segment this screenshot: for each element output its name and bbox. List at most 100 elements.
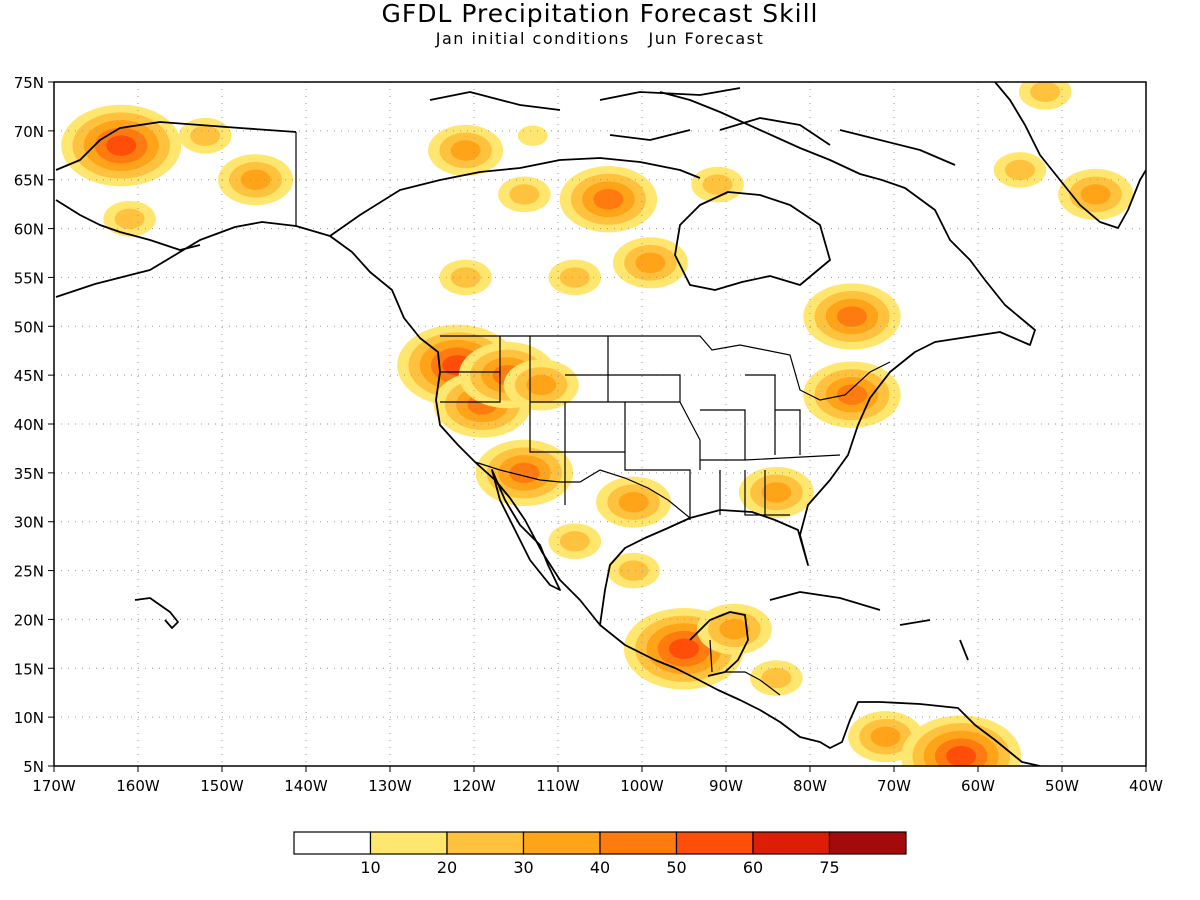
skill-contour	[517, 125, 548, 146]
colorbar-label: 40	[590, 858, 610, 877]
lat-tick-label: 35N	[14, 465, 44, 483]
skill-region	[439, 259, 492, 296]
lat-tick-label: 65N	[14, 172, 44, 190]
skill-region	[993, 152, 1047, 188]
us-state-lines	[440, 336, 841, 520]
skill-contour	[559, 267, 590, 288]
lat-tick-label: 40N	[14, 416, 44, 434]
lon-tick-label: 140W	[284, 777, 328, 795]
skill-contour	[618, 560, 649, 581]
lon-tick-label: 170W	[32, 777, 76, 795]
alaska-coastline	[55, 121, 297, 251]
lat-tick-label: 70N	[14, 123, 44, 141]
colorbar-swatch	[293, 831, 372, 855]
skill-contour	[1005, 159, 1035, 181]
skill-region	[803, 361, 901, 428]
skill-contour	[559, 531, 590, 552]
colorbar-label: 75	[819, 858, 839, 877]
lat-tick-label: 45N	[14, 367, 44, 385]
colorbar-swatch	[828, 831, 907, 855]
lat-tick-label: 55N	[14, 269, 44, 287]
skill-region	[803, 283, 901, 350]
colorbar-label: 60	[743, 858, 763, 877]
colorbar-swatch	[675, 831, 754, 855]
skill-contour	[1030, 82, 1061, 102]
skill-contour	[837, 384, 867, 405]
skill-region	[696, 603, 772, 655]
coastlines	[55, 82, 1146, 766]
gulf-of-mexico-coastline	[599, 91, 1036, 626]
lon-tick-label: 150W	[200, 777, 244, 795]
colorbar-label: 10	[360, 858, 380, 877]
lon-tick-label: 160W	[116, 777, 160, 795]
skill-contour	[450, 267, 481, 288]
lon-tick-label: 120W	[452, 777, 496, 795]
skill-region	[691, 166, 744, 203]
skill-contour	[114, 208, 145, 229]
lat-tick-label: 15N	[14, 660, 44, 678]
skill-region	[61, 104, 182, 187]
colorbar-swatch	[522, 831, 601, 855]
lat-tick-label: 30N	[14, 514, 44, 532]
colorbar-swatch	[599, 831, 678, 855]
skill-region	[218, 154, 294, 206]
colorbar-swatch	[446, 831, 525, 855]
lon-tick-label: 90W	[709, 777, 743, 795]
skill-contour	[837, 306, 867, 327]
colorbar-label: 20	[437, 858, 457, 877]
skill-contour	[669, 638, 699, 659]
colorbar: 10 20 30 40 50 60 75	[293, 831, 907, 877]
lat-tick-label: 20N	[14, 611, 44, 629]
lat-tick-label: 75N	[14, 74, 44, 92]
greenland-coastline	[994, 82, 1146, 229]
skill-contour	[240, 169, 271, 190]
skill-contour	[618, 491, 649, 513]
lat-tick-label: 25N	[14, 563, 44, 581]
colorbar-label: 30	[513, 858, 533, 877]
skill-region	[750, 660, 803, 696]
arctic-coastline	[329, 157, 701, 237]
arctic-islands	[429, 87, 956, 166]
map-subtitle: Jan initial conditions Jun Forecast	[0, 29, 1200, 49]
latitude-labels: 75N 70N 65N 60N 55N 50N 45N 40N 35N 30N 25N 20N 15N 1…	[14, 74, 54, 776]
hudson-bay-coastline	[674, 191, 831, 291]
skill-contour	[526, 374, 557, 396]
us-mexico-border	[474, 461, 691, 519]
skill-contour	[450, 140, 481, 161]
longitude-labels: 170W 160W 150W 140W 130W 120W 110W 100W 90W 80W 70…	[32, 766, 1163, 795]
caribbean-islands	[769, 591, 969, 661]
skill-contour	[106, 135, 137, 156]
lon-tick-label: 110W	[536, 777, 580, 795]
skill-region	[103, 200, 156, 237]
us-canada-border	[440, 335, 891, 401]
lat-tick-label: 50N	[14, 318, 44, 336]
lon-tick-label: 70W	[877, 777, 911, 795]
skill-region	[559, 166, 658, 233]
skill-region	[1018, 82, 1072, 110]
lon-tick-label: 130W	[368, 777, 412, 795]
baja-peninsula	[491, 469, 561, 591]
skill-region	[548, 259, 602, 296]
skill-contour	[593, 189, 624, 210]
skill-region	[596, 476, 672, 528]
skill-contour	[946, 746, 977, 766]
colorbar-swatch	[369, 831, 448, 855]
lon-tick-label: 40W	[1129, 777, 1163, 795]
skill-contour	[190, 125, 221, 146]
skill-contour	[1080, 184, 1111, 205]
lon-tick-label: 60W	[961, 777, 995, 795]
skill-contour	[761, 667, 792, 689]
skill-region	[901, 715, 1022, 766]
skill-contour	[870, 726, 901, 747]
skill-region	[428, 124, 504, 176]
skill-field	[61, 82, 1134, 766]
subtitle-initial-conditions: Jan initial conditions	[435, 29, 630, 48]
skill-region	[548, 523, 602, 560]
colorbar-label: 50	[666, 858, 686, 877]
political-borders	[295, 132, 891, 696]
map-title: GFDL Precipitation Forecast Skill	[381, 0, 819, 28]
skill-region	[612, 237, 688, 289]
lat-tick-label: 5N	[23, 758, 44, 776]
skill-contour	[702, 174, 733, 195]
